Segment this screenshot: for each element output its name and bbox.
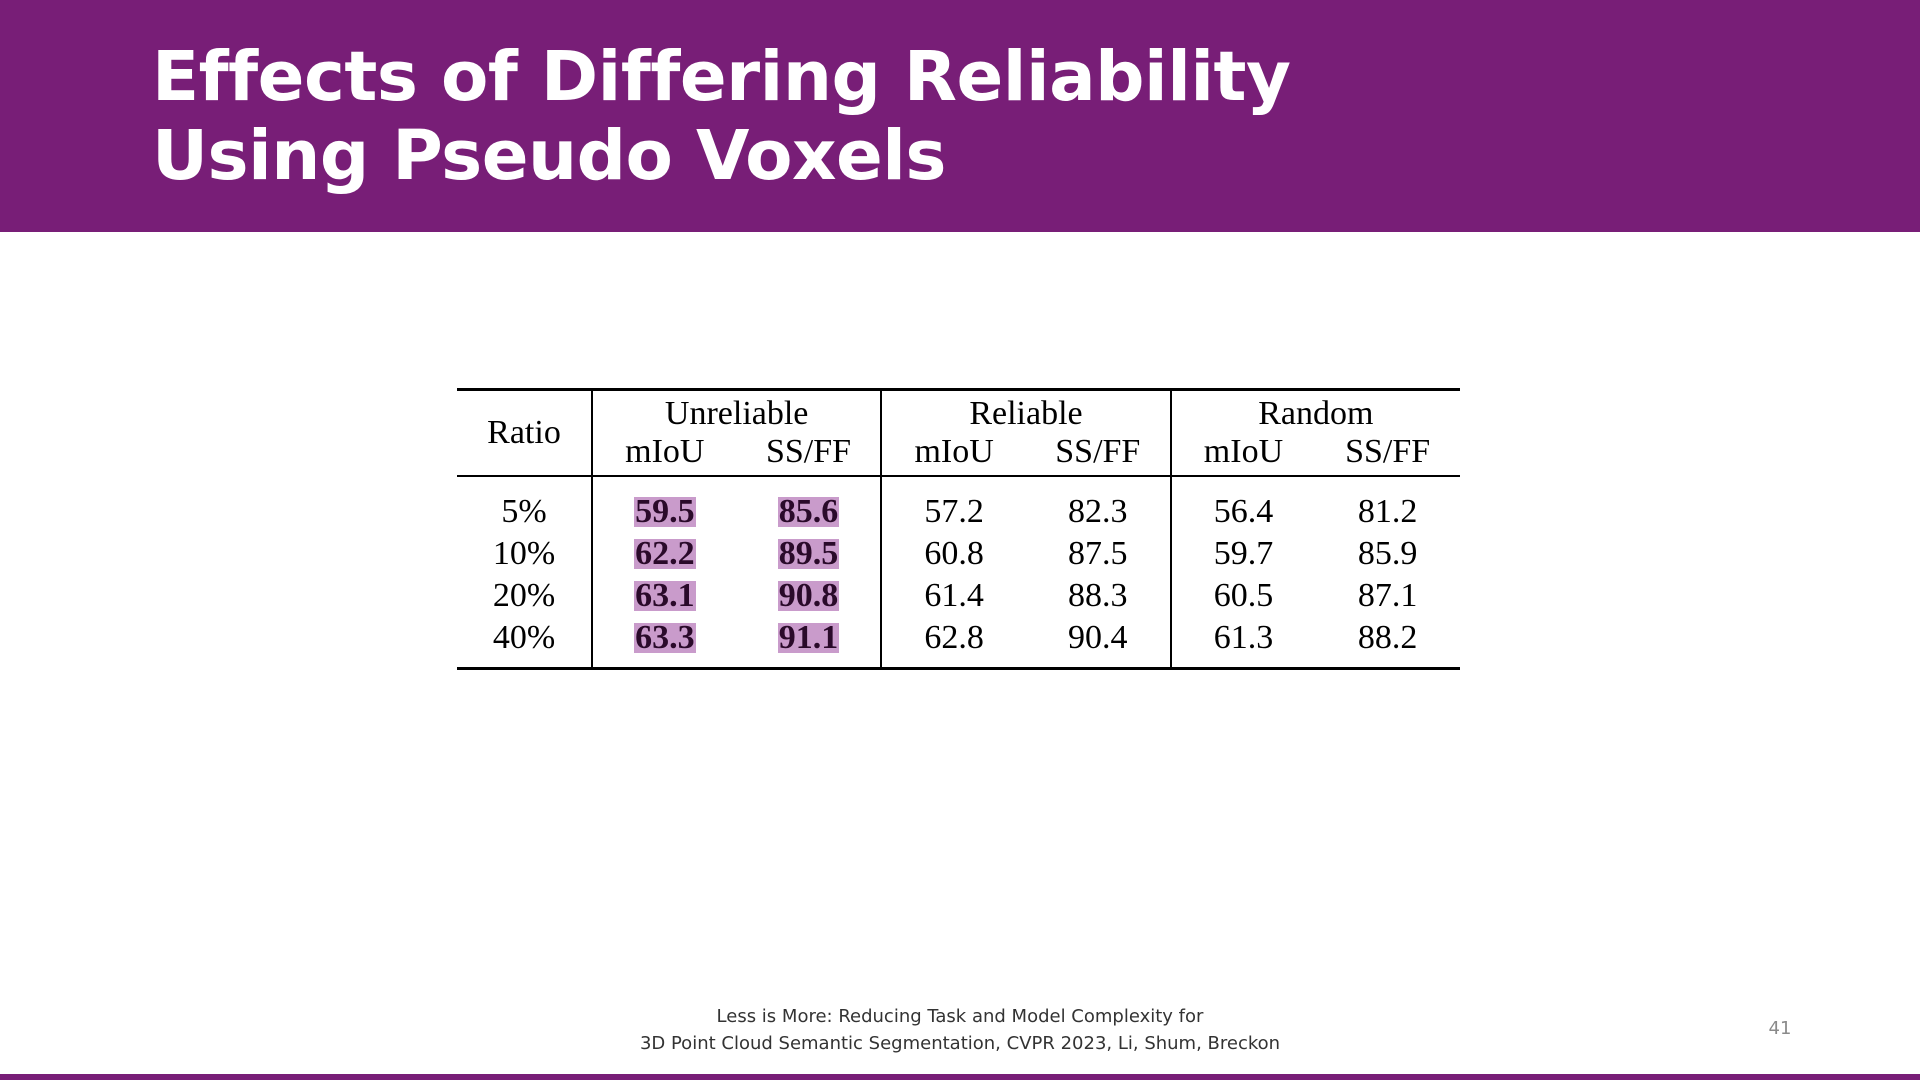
value-cell: 61.4 bbox=[880, 575, 1026, 617]
slide-title: Effects of Differing Reliability Using P… bbox=[152, 37, 1291, 196]
group-header-random: Random bbox=[1169, 388, 1460, 433]
value-cell: 57.2 bbox=[880, 476, 1026, 533]
title-banner: Effects of Differing Reliability Using P… bbox=[0, 0, 1920, 232]
subheader-unreliable-ssff: SS/FF bbox=[736, 433, 882, 477]
subheader-reliable-ssff: SS/FF bbox=[1025, 433, 1171, 477]
value-cell: 90.4 bbox=[1025, 617, 1171, 670]
value-cell-highlighted: 63.1 bbox=[591, 575, 737, 617]
ratio-cell: 40% bbox=[457, 617, 592, 670]
highlighted-value: 59.5 bbox=[634, 493, 696, 530]
value-cell: 81.2 bbox=[1357, 493, 1418, 530]
value-cell-highlighted: 85.6 bbox=[737, 476, 882, 533]
value-cell: 88.2 bbox=[1315, 617, 1460, 670]
ratio-cell: 20% bbox=[492, 577, 556, 614]
results-table: Ratio Unreliable Reliable Random mIoU SS… bbox=[457, 388, 1460, 670]
value-cell: 60.5 bbox=[1169, 575, 1316, 617]
bottom-accent-bar bbox=[0, 1074, 1920, 1080]
value-cell-highlighted: 62.2 bbox=[591, 533, 737, 575]
page-number: 41 bbox=[1768, 1018, 1792, 1039]
value-cell: 59.7 bbox=[1169, 533, 1316, 575]
highlighted-value: 91.1 bbox=[777, 619, 840, 656]
ratio-cell: 10% bbox=[492, 535, 556, 572]
value-cell-highlighted: 63.3 bbox=[591, 617, 737, 670]
slide-title-line-1: Effects of Differing Reliability bbox=[152, 37, 1291, 117]
value-cell: 60.8 bbox=[880, 533, 1026, 575]
subheader-random-miou: mIoU bbox=[1169, 433, 1316, 477]
value-cell: 61.3 bbox=[1169, 617, 1316, 670]
table-row: 10% 62.2 89.5 60.8 87.5 59.7 85.9 bbox=[457, 533, 1460, 575]
subheader-reliable-miou: mIoU bbox=[880, 433, 1026, 477]
ratio-cell: 5% bbox=[501, 493, 547, 530]
value-cell: 62.8 bbox=[880, 617, 1026, 670]
table-group-header-row: Ratio Unreliable Reliable Random bbox=[457, 388, 1460, 477]
citation-line-1: Less is More: Reducing Task and Model Co… bbox=[716, 1006, 1204, 1027]
value-cell-highlighted: 91.1 bbox=[736, 617, 882, 670]
highlighted-value: 89.5 bbox=[777, 535, 840, 572]
table-row: 40% 63.3 91.1 62.8 90.4 61.3 88.2 bbox=[457, 617, 1460, 670]
highlighted-value: 90.8 bbox=[777, 577, 840, 614]
value-cell-highlighted: 59.5 bbox=[591, 476, 737, 533]
table-subheader-row: mIoU SS/FF mIoU SS/FF mIoU SS/FF bbox=[457, 433, 1460, 477]
subheader-random-ssff: SS/FF bbox=[1315, 433, 1460, 477]
subheader-unreliable-miou: mIoU bbox=[591, 433, 737, 477]
value-cell-highlighted: 89.5 bbox=[737, 533, 882, 575]
value-cell: 82.3 bbox=[1068, 493, 1128, 530]
ratio-header: Ratio bbox=[457, 388, 592, 477]
results-table-container: Ratio Unreliable Reliable Random mIoU SS… bbox=[457, 388, 1460, 670]
value-cell: 56.4 bbox=[1169, 476, 1316, 533]
slide-title-line-2: Using Pseudo Voxels bbox=[152, 116, 947, 196]
highlighted-value: 63.1 bbox=[634, 577, 696, 614]
group-header-unreliable: Unreliable bbox=[590, 388, 882, 433]
highlighted-value: 63.3 bbox=[634, 619, 696, 656]
citation-line-2: 3D Point Cloud Semantic Segmentation, CV… bbox=[639, 1033, 1281, 1054]
value-cell: 87.1 bbox=[1357, 577, 1418, 614]
value-cell: 85.9 bbox=[1357, 535, 1418, 572]
table-row: 5% 59.5 85.6 57.2 82.3 56.4 81.2 bbox=[457, 476, 1460, 533]
highlighted-value: 85.6 bbox=[777, 493, 840, 530]
group-header-reliable: Reliable bbox=[880, 388, 1171, 433]
table-row: 20% 63.1 90.8 61.4 88.3 60.5 87.1 bbox=[457, 575, 1460, 617]
footer-citation: Less is More: Reducing Task and Model Co… bbox=[0, 1003, 1920, 1057]
value-cell-highlighted: 90.8 bbox=[737, 575, 882, 617]
highlighted-value: 62.2 bbox=[634, 535, 696, 572]
value-cell: 87.5 bbox=[1068, 535, 1128, 572]
value-cell: 88.3 bbox=[1068, 577, 1128, 614]
